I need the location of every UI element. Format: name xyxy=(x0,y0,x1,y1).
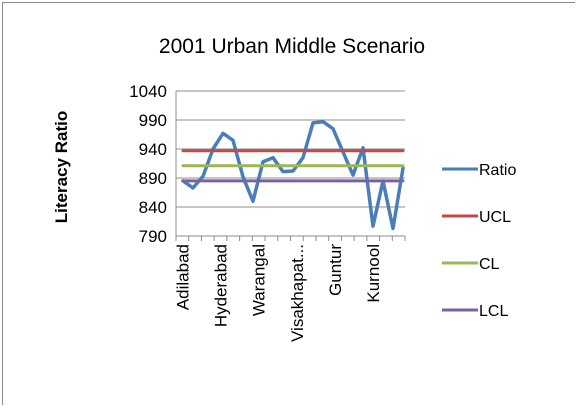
y-tick-label: 990 xyxy=(139,111,167,130)
y-tick-label: 890 xyxy=(139,169,167,188)
legend: Ratio UCL CL LCL xyxy=(442,162,516,320)
x-tick-label: Kurnool xyxy=(364,244,383,303)
x-tick-label: Hyderabad xyxy=(212,244,231,327)
legend-label-lcl: LCL xyxy=(479,303,508,320)
x-tick-label: Visakhapat... xyxy=(288,244,307,342)
y-tick-label: 840 xyxy=(139,198,167,217)
axis-layer: 790 840 890 940 990 1040 Adilabad Hyderabad Wara… xyxy=(129,82,405,342)
y-tick-label: 790 xyxy=(139,227,167,246)
chart-title: 2001 Urban Middle Scenario xyxy=(159,35,425,58)
y-axis-label: Literacy Ratio xyxy=(52,111,71,223)
y-tick-label: 940 xyxy=(139,140,167,159)
legend-label-ratio: Ratio xyxy=(479,162,516,179)
legend-label-ucl: UCL xyxy=(479,209,511,226)
x-tick-label: Guntur xyxy=(326,244,345,296)
x-tick-label: Warangal xyxy=(250,244,269,316)
x-tick-label: Adilabad xyxy=(173,244,192,310)
legend-label-cl: CL xyxy=(479,256,500,273)
series-layer xyxy=(183,122,403,229)
y-tick-label: 1040 xyxy=(129,82,167,101)
series-line-ratio xyxy=(183,122,403,229)
